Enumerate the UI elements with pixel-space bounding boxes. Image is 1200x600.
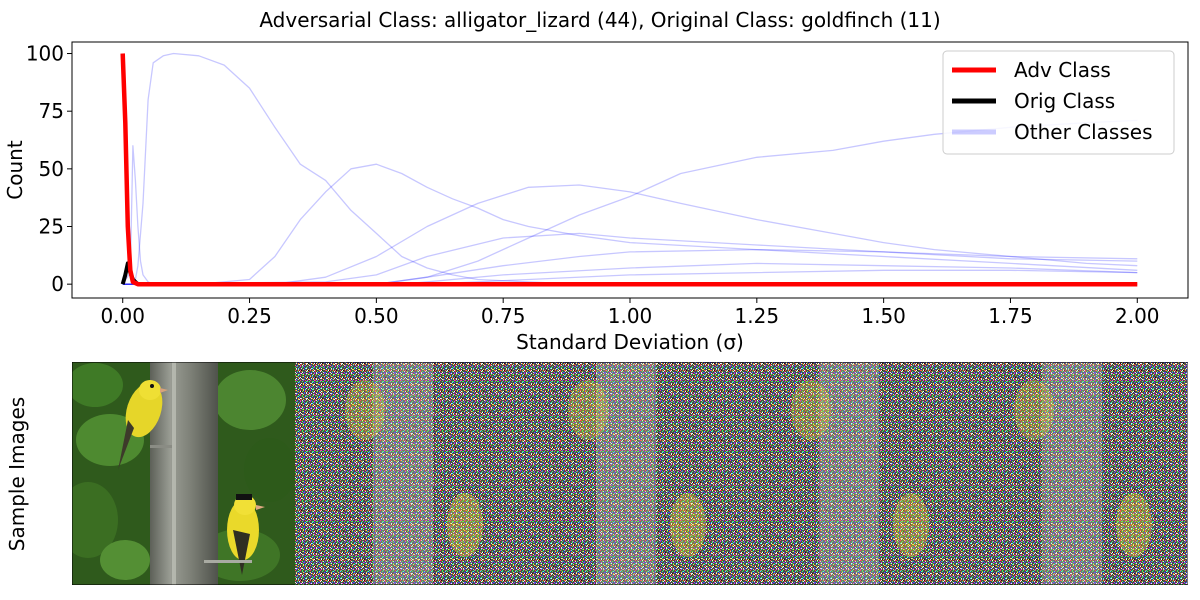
x-tick-label: 0.50 bbox=[354, 304, 399, 328]
sample-image-noisy bbox=[295, 362, 518, 585]
x-tick-label: 0.25 bbox=[227, 304, 272, 328]
legend-label-orig: Orig Class bbox=[1014, 89, 1115, 113]
x-tick-label: 1.50 bbox=[861, 304, 906, 328]
y-axis-label: Count bbox=[3, 140, 27, 200]
x-tick-label: 0.00 bbox=[100, 304, 145, 328]
sample-image-noisy bbox=[518, 362, 741, 585]
series-line-other-5 bbox=[122, 232, 1138, 285]
series-line-other-6 bbox=[122, 248, 1138, 285]
x-tick-label: 1.75 bbox=[988, 304, 1033, 328]
x-axis-label: Standard Deviation (σ) bbox=[516, 330, 744, 354]
y-axis-ticks: 0 25 50 75 100 bbox=[26, 42, 72, 296]
sample-images-label: Sample Images bbox=[5, 397, 29, 551]
sample-image-clean bbox=[72, 362, 296, 585]
y-tick-label: 100 bbox=[26, 42, 64, 66]
series-line-other-2 bbox=[122, 163, 1138, 285]
sample-image-noisy bbox=[964, 362, 1187, 585]
x-tick-label: 1.25 bbox=[735, 304, 780, 328]
legend-label-other: Other Classes bbox=[1014, 120, 1153, 144]
sample-image-noisy bbox=[741, 362, 964, 585]
sample-images-strip bbox=[72, 362, 1188, 585]
y-tick-label: 0 bbox=[51, 272, 64, 296]
x-tick-label: 2.00 bbox=[1115, 304, 1160, 328]
series-line-adv bbox=[120, 53, 1138, 287]
legend-box bbox=[942, 50, 1175, 155]
y-tick-label: 75 bbox=[39, 99, 64, 123]
legend: Adv Class Orig Class Other Classes bbox=[942, 50, 1175, 155]
series-line-other-3 bbox=[122, 184, 1138, 285]
figure-title: Adversarial Class: alligator_lizard (44)… bbox=[259, 8, 940, 32]
series-layer bbox=[120, 52, 1138, 287]
noisy-images bbox=[295, 362, 1187, 585]
y-tick-label: 50 bbox=[39, 157, 64, 181]
y-tick-label: 25 bbox=[39, 215, 64, 239]
legend-label-adv: Adv Class bbox=[1014, 58, 1111, 82]
x-tick-label: 0.75 bbox=[481, 304, 526, 328]
x-axis-ticks: 0.00 0.25 0.50 0.75 1.00 1.25 1.50 1.75 2.00 bbox=[100, 298, 1160, 328]
line-chart: 0.00 0.25 0.50 0.75 1.00 1.25 1.50 1.75 2.00 0 25… bbox=[3, 41, 1189, 354]
x-tick-label: 1.00 bbox=[608, 304, 653, 328]
